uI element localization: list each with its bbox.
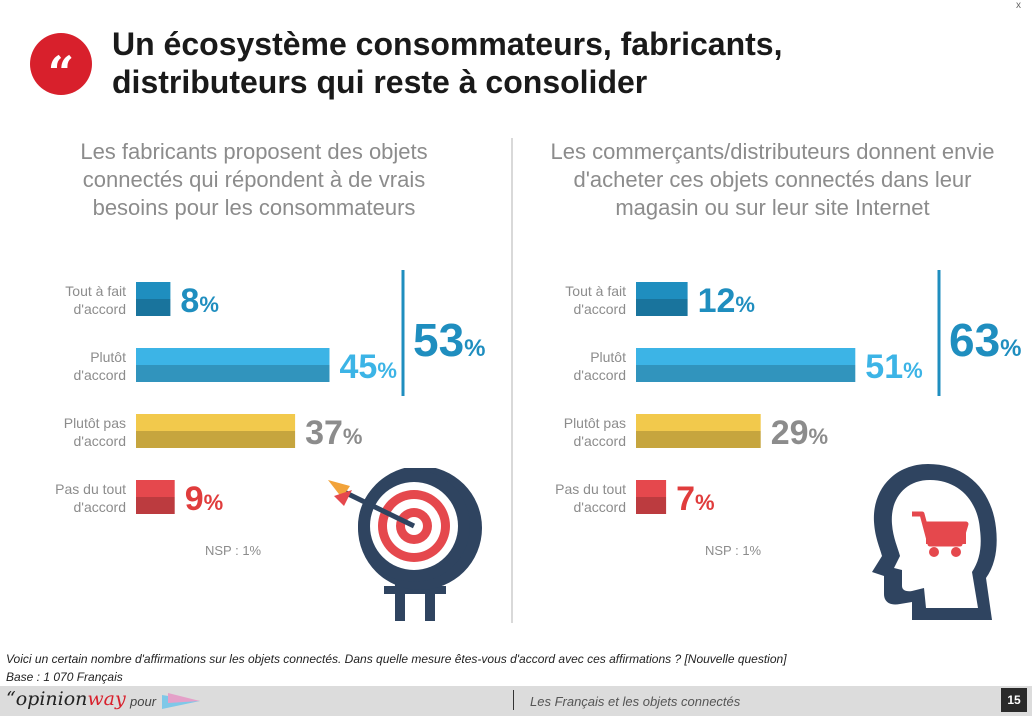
total-label: 53% bbox=[413, 314, 486, 366]
left-chart-title: Les fabricants proposent des objets conn… bbox=[80, 139, 428, 220]
category-label: Pas du tout d'accord bbox=[555, 481, 626, 515]
value-label: 12% bbox=[698, 282, 755, 320]
bar-top bbox=[636, 282, 688, 299]
left-nsp-label: NSP : 1% bbox=[205, 543, 262, 558]
left-bar-chart: Tout à fait d'accord 8% Plutôt d'accord 45% Pl… bbox=[55, 270, 486, 518]
bar bbox=[136, 497, 175, 514]
close-icon[interactable]: x bbox=[1016, 0, 1021, 11]
bar-top bbox=[636, 414, 761, 431]
value-label: 51% bbox=[865, 348, 922, 386]
bar-top bbox=[636, 348, 856, 365]
head-cart-icon bbox=[872, 464, 997, 620]
target-icon bbox=[328, 468, 482, 621]
right-panel: Les commerçants/distributeurs donnent en… bbox=[500, 0, 1022, 640]
value-label: 37% bbox=[305, 414, 362, 452]
category-label: Plutôt d'accord bbox=[74, 349, 127, 383]
bar-top bbox=[136, 414, 296, 431]
value-label: 8% bbox=[180, 282, 218, 320]
bar bbox=[136, 431, 296, 448]
report-title: Les Français et les objets connectés bbox=[530, 694, 741, 709]
right-bar-chart: Tout à fait d'accord 12% Plutôt d'accord 51% P… bbox=[555, 270, 1022, 518]
survey-base: Base : 1 070 Français bbox=[6, 670, 123, 684]
value-label: 45% bbox=[340, 348, 397, 386]
bar bbox=[136, 365, 330, 382]
bar bbox=[636, 299, 688, 316]
pour-label: pour bbox=[130, 694, 157, 709]
footer-separator bbox=[513, 690, 514, 710]
category-label: Tout à fait d'accord bbox=[65, 283, 126, 317]
bar bbox=[636, 497, 667, 514]
value-label: 9% bbox=[185, 480, 223, 518]
right-nsp-label: NSP : 1% bbox=[705, 543, 762, 558]
bar bbox=[136, 299, 171, 316]
left-panel: Les fabricants proposent des objets conn… bbox=[0, 0, 516, 640]
category-label: Pas du tout d'accord bbox=[55, 481, 126, 515]
page-title: Un écosystème consommateurs, fabricants,… bbox=[112, 26, 783, 100]
bar-top bbox=[136, 480, 175, 497]
bar-top bbox=[136, 282, 171, 299]
survey-question: Voici un certain nombre d'affirmations s… bbox=[6, 652, 787, 666]
opinionway-logo: “opinionway bbox=[6, 688, 126, 710]
partner-logo-icon bbox=[162, 693, 200, 709]
category-label: Tout à fait d'accord bbox=[565, 283, 626, 317]
bar bbox=[636, 365, 856, 382]
bar-top bbox=[636, 480, 667, 497]
value-label: 29% bbox=[771, 414, 828, 452]
bar bbox=[636, 431, 761, 448]
quote-icon: “ bbox=[30, 33, 92, 100]
category-label: Plutôt d'accord bbox=[574, 349, 627, 383]
page-number: 15 bbox=[1001, 688, 1027, 712]
total-label: 63% bbox=[949, 314, 1022, 366]
bar-top bbox=[136, 348, 330, 365]
panel-divider bbox=[511, 138, 513, 623]
category-label: Plutôt pas d'accord bbox=[64, 415, 126, 449]
right-chart-title: Les commerçants/distributeurs donnent en… bbox=[550, 139, 995, 220]
value-label: 7% bbox=[676, 480, 714, 518]
category-label: Plutôt pas d'accord bbox=[564, 415, 626, 449]
